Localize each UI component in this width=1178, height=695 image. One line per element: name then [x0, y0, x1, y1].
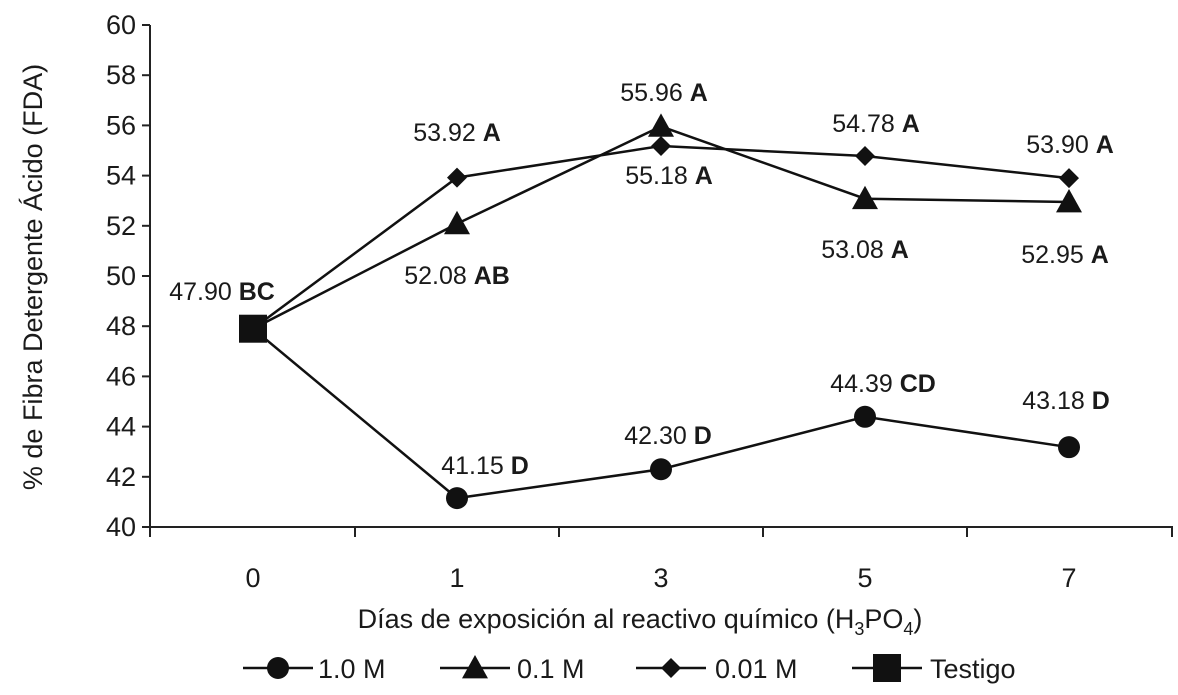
data-point-circle — [650, 458, 672, 481]
legend-marker-square — [873, 654, 901, 682]
y-axis-title: % de Fibra Detergente Ácido (FDA) — [18, 64, 48, 490]
legend-item: 1.0 M — [243, 654, 386, 684]
data-point-circle — [446, 487, 468, 510]
data-point-diamond — [651, 135, 671, 156]
data-label: 43.18 D — [1022, 387, 1110, 415]
y-tick-label: 46 — [106, 361, 136, 391]
data-point-circle — [1058, 436, 1080, 459]
legend-item: 0.1 M — [440, 654, 585, 684]
legend-marker-diamond — [661, 658, 681, 678]
series-markers — [239, 113, 1082, 510]
data-point-triangle — [1056, 188, 1082, 213]
x-axis-title: Días de exposición al reactivo químico (… — [358, 604, 923, 639]
axes: 40 42 44 46 48 50 52 54 56 58 60 0 1 3 5 7 — [106, 10, 1173, 593]
x-tick-label: 3 — [653, 563, 668, 593]
data-label: 52.08 AB — [404, 262, 510, 290]
data-label: 55.18 A — [625, 162, 713, 190]
data-point-square — [239, 314, 267, 343]
y-tick-label: 44 — [106, 412, 136, 442]
legend-marker-circle — [267, 657, 289, 679]
data-point-triangle — [852, 185, 878, 210]
y-tick-label: 58 — [106, 60, 136, 90]
data-point-diamond — [1059, 168, 1079, 189]
data-labels: 41.15 D 42.30 D 44.39 CD 43.18 D 52.08 AB 55.… — [169, 79, 1114, 480]
data-point-triangle — [648, 113, 674, 137]
data-label: 41.15 D — [441, 452, 529, 480]
data-label: 44.39 CD — [830, 370, 936, 398]
data-label: 47.90 BC — [169, 278, 275, 306]
x-tick-label: 1 — [449, 563, 464, 593]
legend-item: 0.01 M — [636, 654, 798, 684]
legend-label: 0.01 M — [715, 654, 798, 684]
y-tick-label: 54 — [106, 161, 136, 191]
legend-label: 0.1 M — [517, 654, 585, 684]
data-point-triangle — [444, 210, 470, 235]
data-point-circle — [854, 405, 876, 428]
y-tick-label: 40 — [106, 512, 136, 542]
y-tick-label: 50 — [106, 261, 136, 291]
legend-marker-triangle — [462, 655, 488, 679]
y-tick-label: 56 — [106, 110, 136, 140]
data-label: 54.78 A — [832, 110, 920, 138]
data-point-diamond — [447, 167, 467, 188]
y-tick-label: 42 — [106, 462, 136, 492]
data-label: 53.08 A — [821, 236, 909, 264]
x-tick-label: 5 — [857, 563, 872, 593]
series-line-0-1-m — [252, 125, 1070, 330]
x-tick-label: 7 — [1061, 563, 1076, 593]
legend-label: Testigo — [930, 654, 1016, 684]
data-label: 53.90 A — [1026, 131, 1114, 159]
data-label: 53.92 A — [413, 119, 501, 147]
y-tick-label: 60 — [106, 10, 136, 40]
y-tick-label: 52 — [106, 211, 136, 241]
data-label: 55.96 A — [620, 79, 708, 107]
legend-label: 1.0 M — [318, 654, 386, 684]
y-tick-label: 48 — [106, 311, 136, 341]
x-tick-label: 0 — [245, 563, 260, 593]
data-point-diamond — [855, 146, 875, 167]
data-label: 42.30 D — [624, 422, 712, 450]
legend: 1.0 M 0.1 M 0.01 M Testigo — [243, 654, 1016, 684]
legend-item: Testigo — [852, 654, 1016, 684]
data-label: 52.95 A — [1021, 241, 1109, 269]
